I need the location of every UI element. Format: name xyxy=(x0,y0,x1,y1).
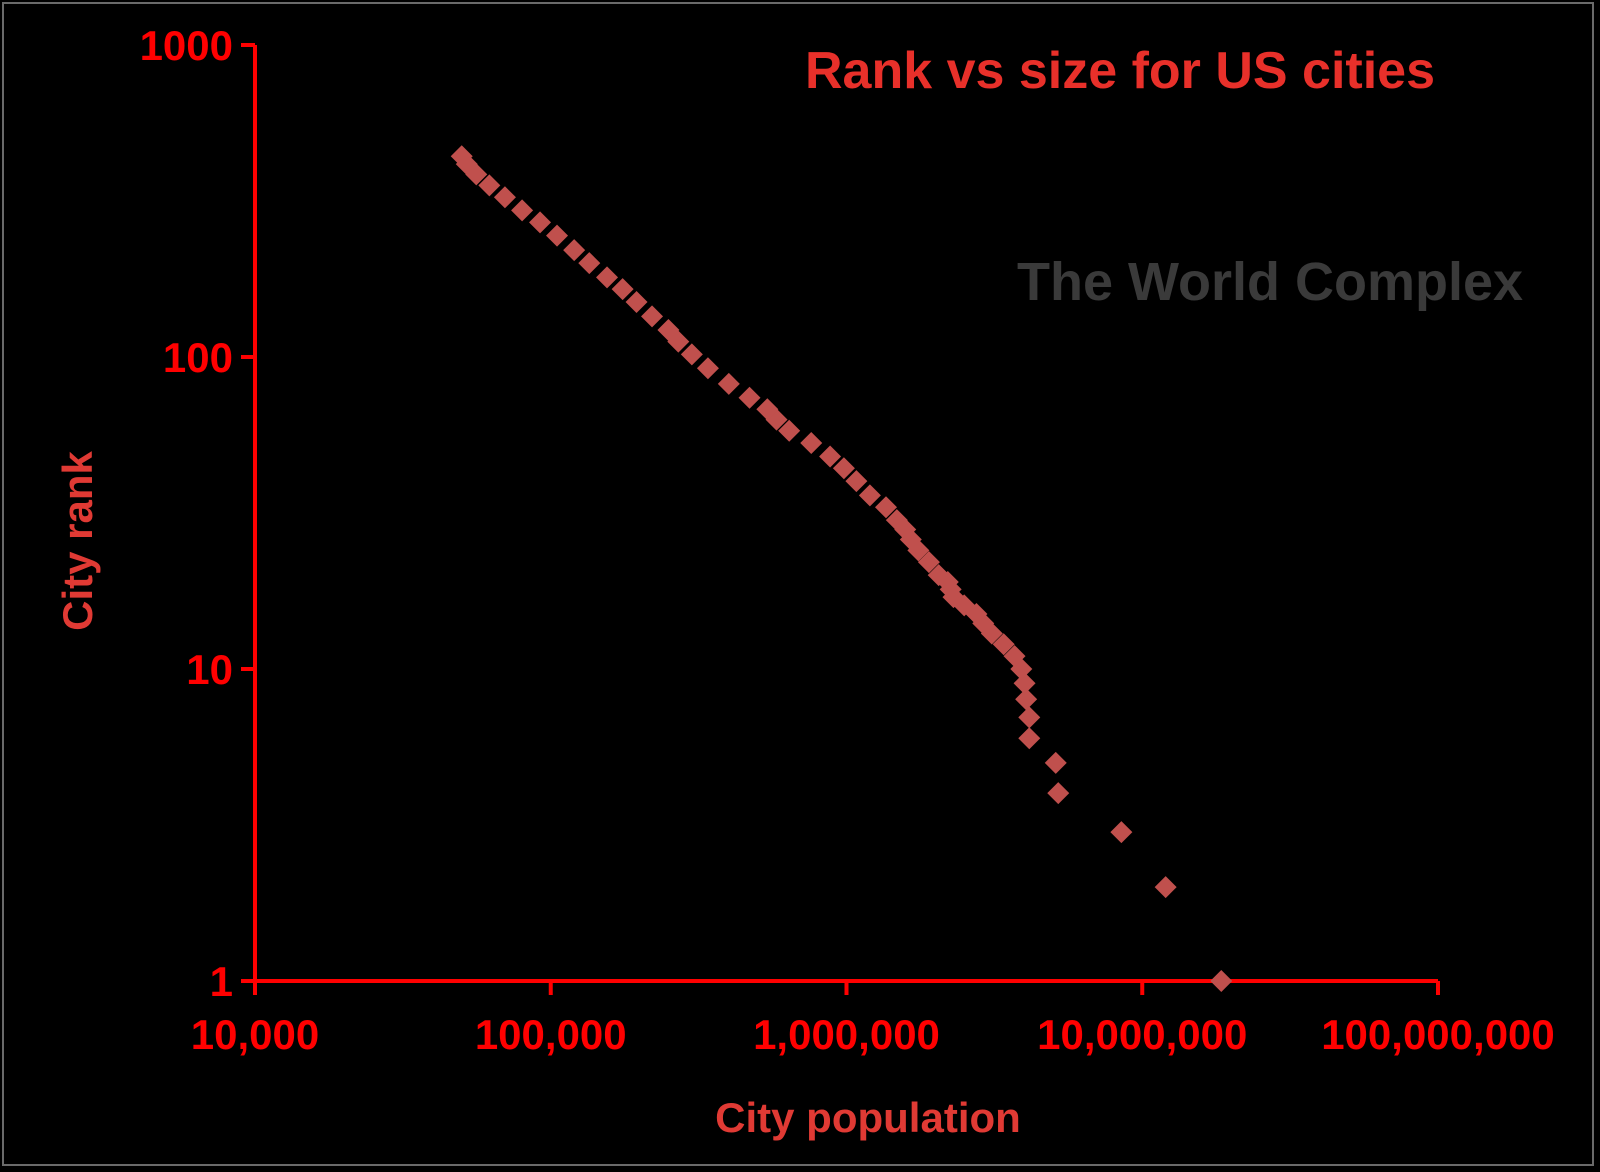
y-axis-title: City rank xyxy=(54,450,101,630)
data-point xyxy=(1015,688,1038,711)
data-point xyxy=(625,291,648,314)
data-point xyxy=(992,633,1015,656)
data-point xyxy=(1044,751,1067,774)
data-point xyxy=(778,419,801,442)
data-point xyxy=(611,278,634,301)
data-point xyxy=(529,211,552,234)
y-tick-label: 1 xyxy=(210,958,233,1005)
data-point xyxy=(1047,782,1070,805)
data-point xyxy=(1210,970,1233,992)
data-point xyxy=(578,252,601,275)
x-axis-title: City population xyxy=(715,1094,1021,1141)
data-point xyxy=(717,372,740,395)
ticks: 1 10 100 1000 10,000 100,000 1,000,000 10,000,0… xyxy=(140,22,1555,1058)
data-point xyxy=(858,484,881,507)
data-point xyxy=(641,305,664,328)
data-point xyxy=(450,145,473,168)
data-point xyxy=(819,445,842,468)
data-point xyxy=(511,199,534,222)
data-point xyxy=(478,174,501,197)
data-point xyxy=(845,470,868,493)
data-points xyxy=(450,145,1233,992)
data-point xyxy=(832,457,855,480)
y-tick-label: 100 xyxy=(163,334,233,381)
data-point xyxy=(1018,706,1041,729)
data-point xyxy=(800,432,823,455)
data-point xyxy=(756,398,779,421)
data-point xyxy=(1154,876,1177,899)
data-point xyxy=(1013,672,1036,695)
data-point xyxy=(493,186,516,209)
data-point xyxy=(1018,727,1041,750)
x-tick-label: 10,000,000 xyxy=(1037,1011,1247,1058)
data-point xyxy=(563,239,586,262)
data-point xyxy=(738,386,761,409)
x-tick-label: 100,000,000 xyxy=(1321,1011,1555,1058)
data-point xyxy=(874,496,897,519)
data-point xyxy=(696,357,719,380)
y-tick-label: 10 xyxy=(186,646,233,693)
data-point xyxy=(680,343,703,366)
data-point xyxy=(1110,821,1133,844)
data-point xyxy=(927,564,950,587)
data-point xyxy=(657,319,680,342)
data-point xyxy=(1003,645,1026,668)
data-point xyxy=(885,509,908,532)
x-tick-label: 100,000 xyxy=(475,1011,627,1058)
axes xyxy=(241,45,1438,983)
data-point xyxy=(546,224,569,247)
chart-title: Rank vs size for US cities xyxy=(805,42,1435,100)
data-point xyxy=(917,551,940,574)
x-tick-label: 1,000,000 xyxy=(753,1011,940,1058)
data-point xyxy=(596,266,619,289)
watermark-text: The World Complex xyxy=(1017,252,1523,312)
y-tick-label: 1000 xyxy=(140,22,233,69)
x-tick-label: 10,000 xyxy=(191,1011,319,1058)
